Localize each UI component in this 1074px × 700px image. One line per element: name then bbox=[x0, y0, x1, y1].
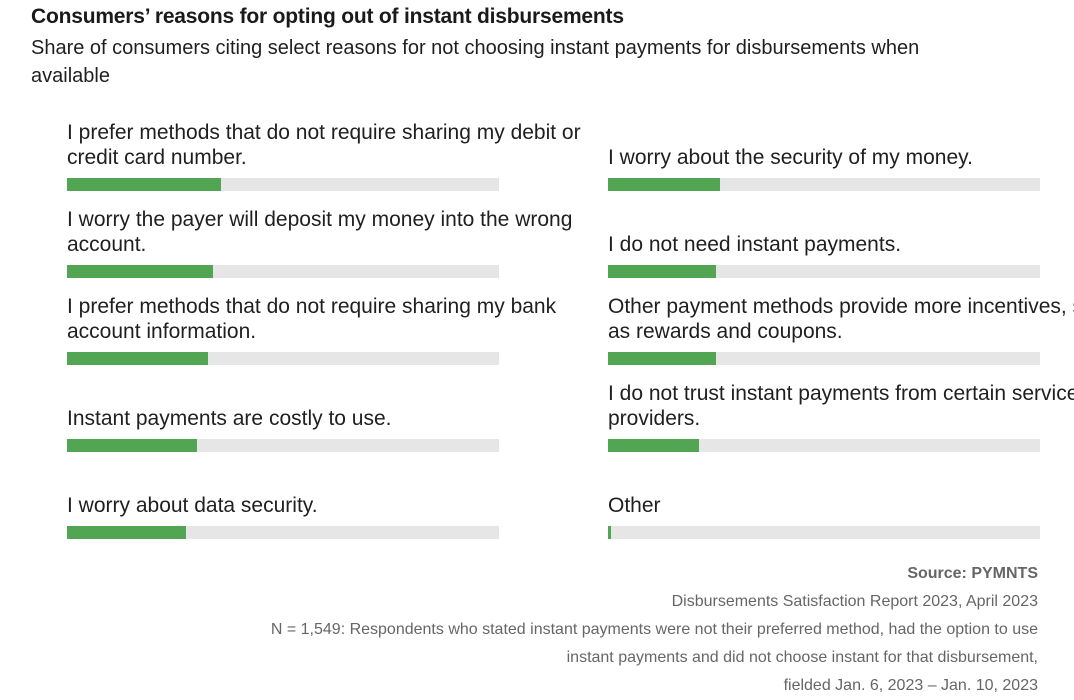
bar-category-label: I prefer methods that do not require sha… bbox=[67, 295, 557, 343]
source-label: Source: PYMNTS bbox=[907, 565, 1038, 582]
bar bbox=[608, 178, 720, 191]
sample-note-line: N = 1,549: Respondents who stated instan… bbox=[270, 621, 1038, 638]
bar-item: I do not need instant payments.24.9% bbox=[608, 195, 1074, 283]
bar-track bbox=[608, 178, 1040, 191]
bar-item: Other payment methods provide more incen… bbox=[608, 282, 1074, 370]
bar-category-label: I worry the payer will deposit my money … bbox=[67, 208, 573, 256]
bar-item: Instant payments are costly to use.30.1% bbox=[67, 369, 587, 457]
bar-track bbox=[67, 526, 499, 539]
bar-track bbox=[67, 439, 499, 452]
bar-category-label: I worry about data security. bbox=[67, 494, 318, 517]
bar-category-label: I prefer methods that do not require sha… bbox=[67, 121, 581, 169]
bar bbox=[608, 526, 611, 539]
bar-track bbox=[608, 352, 1040, 365]
bar-track bbox=[67, 265, 499, 278]
bar bbox=[608, 352, 716, 365]
bar-track bbox=[608, 526, 1040, 539]
bar bbox=[608, 439, 700, 452]
bar-item: I worry about the security of my money.2… bbox=[608, 108, 1074, 196]
bar-category-label: I do not trust instant payments from cer… bbox=[608, 382, 1074, 430]
bar-category-label: Other payment methods provide more incen… bbox=[608, 295, 1074, 343]
bar-item: I worry about data security.27.6% bbox=[67, 456, 587, 544]
bar-category-label: Other bbox=[608, 494, 661, 517]
bar bbox=[67, 526, 187, 539]
bar-category-label: I do not need instant payments. bbox=[608, 233, 902, 256]
bar-item: I worry the payer will deposit my money … bbox=[67, 195, 587, 283]
chart-subtitle: Share of consumers citing select reasons… bbox=[31, 37, 920, 87]
bar bbox=[608, 265, 716, 278]
sample-note-line: instant payments and did not choose inst… bbox=[566, 649, 1038, 666]
bar-track bbox=[608, 265, 1040, 278]
sample-note-line: fielded Jan. 6, 2023 – Jan. 10, 2023 bbox=[783, 677, 1038, 694]
bar-item: Other0.6% bbox=[608, 456, 1074, 544]
bar-track bbox=[67, 178, 499, 191]
bar bbox=[67, 178, 221, 191]
chart-title: Consumers’ reasons for opting out of ins… bbox=[31, 5, 624, 28]
bar-item: I prefer methods that do not require sha… bbox=[67, 282, 587, 370]
report-label: Disbursements Satisfaction Report 2023, … bbox=[671, 593, 1038, 610]
bar-item: I do not trust instant payments from cer… bbox=[608, 369, 1074, 457]
bar-track bbox=[67, 352, 499, 365]
bar-track bbox=[608, 439, 1040, 452]
bar-category-label: Instant payments are costly to use. bbox=[67, 407, 392, 430]
bar-category-label: I worry about the security of my money. bbox=[608, 146, 973, 169]
bar bbox=[67, 352, 208, 365]
bar bbox=[67, 265, 213, 278]
bar bbox=[67, 439, 198, 452]
bar-item: I prefer methods that do not require sha… bbox=[67, 108, 587, 196]
